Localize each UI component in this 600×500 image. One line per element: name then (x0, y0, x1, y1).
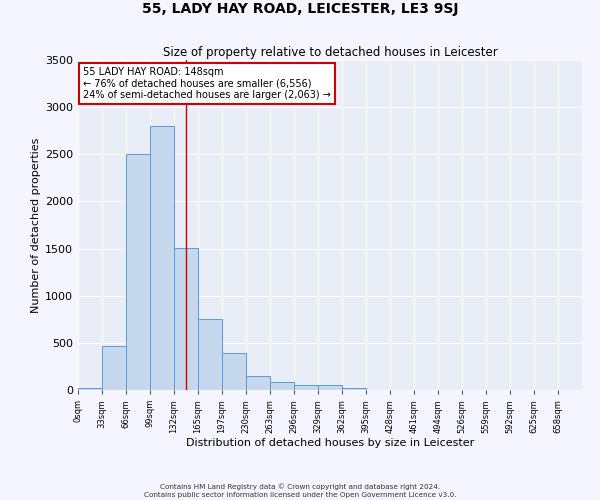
Bar (102, 346, 126, 390)
Text: 55 LADY HAY ROAD: 148sqm
← 76% of detached houses are smaller (6,556)
24% of sem: 55 LADY HAY ROAD: 148sqm ← 76% of detach… (83, 66, 331, 100)
Bar (198, 320, 222, 390)
Bar (318, 386, 342, 390)
Bar (174, 248, 198, 390)
Bar (126, 154, 150, 390)
Bar (270, 382, 294, 390)
Title: Size of property relative to detached houses in Leicester: Size of property relative to detached ho… (163, 46, 497, 59)
Text: Contains public sector information licensed under the Open Government Licence v3: Contains public sector information licen… (144, 492, 456, 498)
Bar (342, 388, 366, 390)
Text: 55, LADY HAY ROAD, LEICESTER, LE3 9SJ: 55, LADY HAY ROAD, LEICESTER, LE3 9SJ (142, 2, 458, 16)
Bar (150, 126, 174, 390)
Bar (222, 353, 246, 390)
Text: Contains HM Land Registry data © Crown copyright and database right 2024.: Contains HM Land Registry data © Crown c… (160, 484, 440, 490)
Bar (78, 388, 102, 390)
X-axis label: Distribution of detached houses by size in Leicester: Distribution of detached houses by size … (186, 438, 474, 448)
Bar (294, 386, 318, 390)
Bar (246, 376, 270, 390)
Y-axis label: Number of detached properties: Number of detached properties (31, 138, 41, 312)
